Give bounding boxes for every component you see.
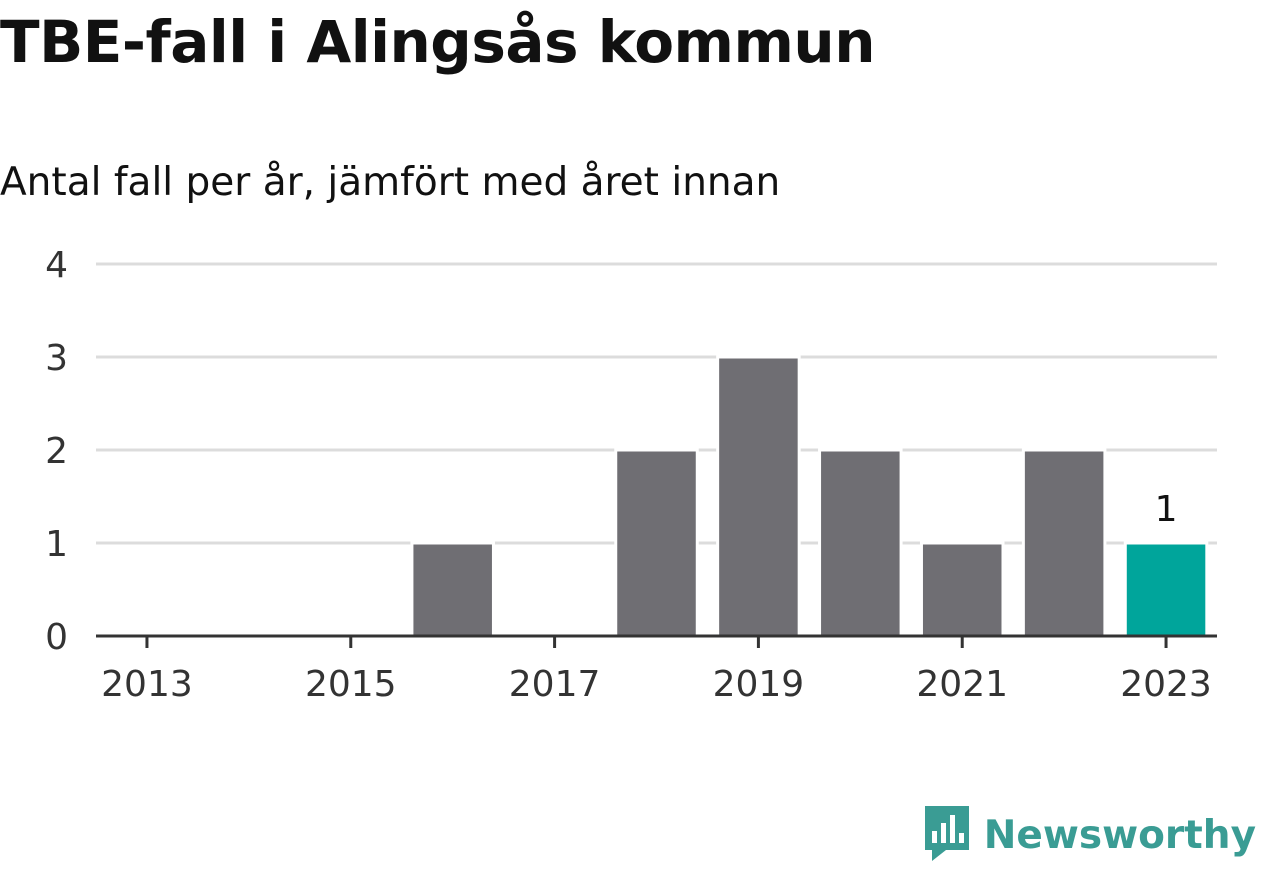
bars	[410, 355, 1209, 638]
x-axis	[96, 634, 1217, 648]
chart-subtitle: Antal fall per år, jämfört med året inna…	[0, 160, 781, 205]
data-label-highlight: 1	[1155, 489, 1178, 530]
bar	[919, 541, 1005, 638]
y-tick-label: 4	[45, 245, 68, 286]
x-tick-label: 2023	[1120, 664, 1212, 705]
x-tick-label: 2017	[509, 664, 601, 705]
bar-highlight	[1123, 541, 1209, 638]
x-tick-label: 2019	[713, 664, 805, 705]
bar	[614, 448, 699, 638]
bar	[818, 448, 903, 638]
bar	[1021, 448, 1107, 638]
y-tick-label: 3	[45, 338, 68, 379]
newsworthy-logo: Newsworthy	[922, 803, 1256, 867]
x-tick-label: 2015	[305, 664, 397, 705]
logo-text: Newsworthy	[983, 812, 1256, 858]
bar	[410, 541, 495, 638]
chart-title: TBE-fall i Alingsås kommun	[0, 8, 876, 76]
x-tick-label: 2021	[916, 664, 1008, 705]
y-tick-label: 0	[45, 617, 68, 658]
newsworthy-chart-bubble-icon	[922, 803, 972, 867]
y-tick-label: 2	[45, 431, 68, 472]
x-tick-label: 2013	[101, 664, 193, 705]
data-labels: 1	[1155, 489, 1178, 530]
x-axis-tick-labels: 2013 2015 2017 2019 2021 2023	[101, 664, 1212, 705]
bar	[716, 355, 801, 638]
y-tick-label: 1	[45, 524, 68, 565]
y-axis-tick-labels: 0 1 2 3 4	[45, 245, 68, 658]
